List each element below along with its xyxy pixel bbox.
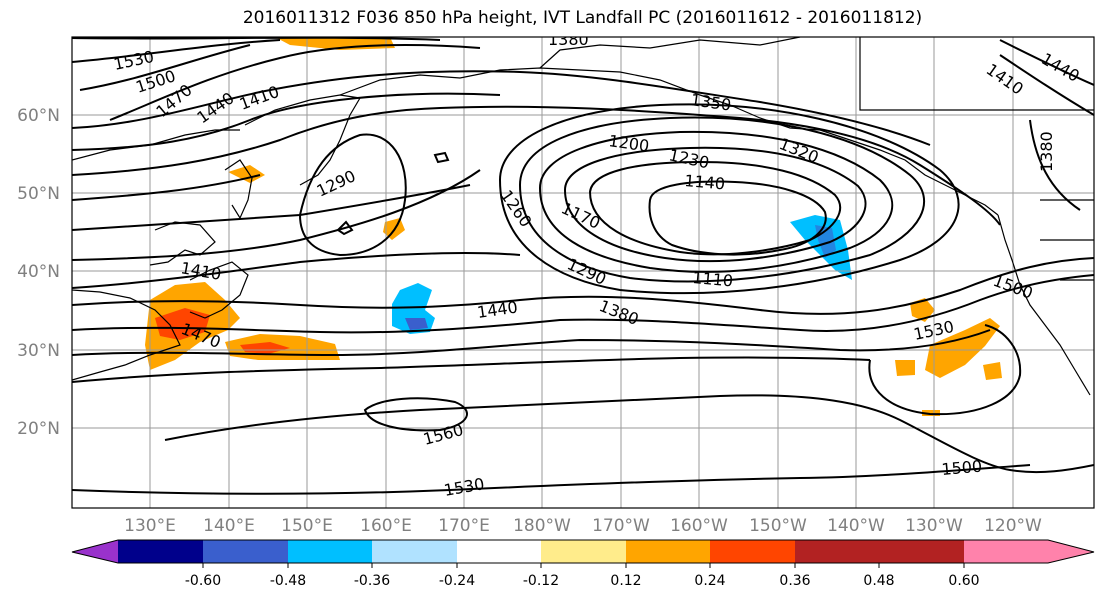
contour-label: 1380 xyxy=(1037,131,1056,172)
colorbar-extend-max xyxy=(964,540,1094,563)
colorbar-swatch xyxy=(879,540,964,563)
lon-label: 130°E xyxy=(124,516,176,536)
lon-label: 140°E xyxy=(203,516,255,536)
colorbar-swatch xyxy=(288,540,372,563)
lon-label: 180°W xyxy=(513,516,571,536)
lat-label: 40°N xyxy=(17,262,60,282)
colorbar-tick-label: 0.36 xyxy=(779,573,810,589)
colorbar-tick-label: 0.60 xyxy=(948,573,979,589)
lon-label: 130°W xyxy=(905,516,963,536)
colorbar-swatch xyxy=(541,540,626,563)
lat-label: 20°N xyxy=(17,419,60,439)
colorbar-extend-min xyxy=(72,540,118,563)
colorbar-swatch xyxy=(457,540,541,563)
ivt-positive-region xyxy=(155,308,210,340)
ivt-positive-region xyxy=(983,362,1002,380)
colorbar-swatch xyxy=(118,540,203,563)
colorbar: -0.60 -0.48 -0.36 -0.24 -0.12 0.12 0.24 … xyxy=(71,539,1095,589)
map-border xyxy=(71,36,1095,509)
lon-label: 160°W xyxy=(670,516,728,536)
colorbar-tick-label: -0.48 xyxy=(270,573,306,589)
colorbar-tick-label: 0.12 xyxy=(610,573,641,589)
colorbar-swatch xyxy=(795,540,879,563)
lon-label: 150°E xyxy=(281,516,333,536)
ivt-positive-region xyxy=(240,342,290,354)
colorbar-swatch xyxy=(203,540,288,563)
contour-label: 1500 xyxy=(941,457,983,479)
lon-label: 140°W xyxy=(827,516,885,536)
lon-label: 170°W xyxy=(592,516,650,536)
lat-label: 60°N xyxy=(17,106,60,126)
colorbar-swatch xyxy=(372,540,457,563)
lon-label: 120°W xyxy=(984,516,1042,536)
lon-label: 150°W xyxy=(749,516,807,536)
colorbar-tick-label: -0.36 xyxy=(354,573,390,589)
lon-label: 160°E xyxy=(360,516,412,536)
ivt-positive-region xyxy=(910,298,935,322)
colorbar-tick-label: 0.24 xyxy=(694,573,725,589)
lat-label: 50°N xyxy=(17,184,60,204)
colorbar-tick-label: -0.12 xyxy=(523,573,559,589)
ivt-positive-region xyxy=(228,165,265,183)
colorbar-tick-label: -0.24 xyxy=(439,573,475,589)
height-contours xyxy=(72,37,1094,495)
contour-label: 1140 xyxy=(684,171,726,193)
ivt-positive-region xyxy=(895,360,915,376)
colorbar-tick-label: 0.48 xyxy=(863,573,894,589)
lon-label: 170°E xyxy=(438,516,490,536)
longitude-labels: 130°E 140°E 150°E 160°E 170°E 180°W 170°… xyxy=(124,516,1042,536)
colorbar-swatch xyxy=(626,540,710,563)
lat-label: 30°N xyxy=(17,341,60,361)
chart-title: 2016011312 F036 850 hPa height, IVT Land… xyxy=(242,8,923,28)
latitude-labels: 60°N 50°N 40°N 30°N 20°N xyxy=(17,106,60,439)
contour-label: 1110 xyxy=(692,268,734,290)
ivt-negative-region xyxy=(405,318,428,330)
colorbar-swatch xyxy=(710,540,795,563)
colorbar-tick-label: -0.60 xyxy=(185,573,221,589)
contour-label: 1380 xyxy=(548,30,589,49)
